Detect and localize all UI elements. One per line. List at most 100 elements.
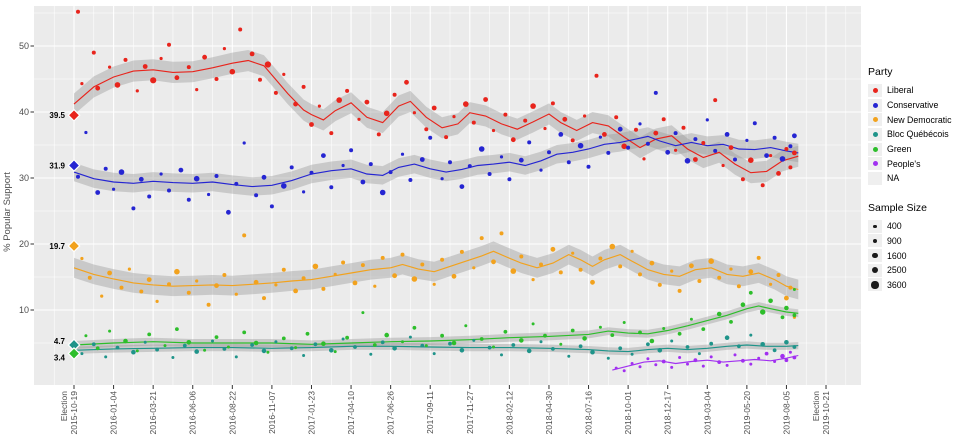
poll-point bbox=[760, 342, 765, 347]
x-tick-label: 2017-04-10 bbox=[346, 391, 356, 435]
poll-point bbox=[369, 352, 373, 356]
poll-point bbox=[526, 348, 532, 354]
poll-point bbox=[558, 132, 564, 137]
poll-point bbox=[392, 92, 397, 97]
poll-point bbox=[448, 341, 452, 346]
poll-point bbox=[578, 344, 583, 349]
poll-point bbox=[404, 79, 409, 85]
poll-point bbox=[360, 179, 366, 185]
poll-point bbox=[503, 112, 508, 117]
y-tick-label: 20 bbox=[19, 239, 29, 249]
x-tick-label: 2018-12-17 bbox=[663, 391, 673, 435]
poll-point bbox=[788, 144, 793, 149]
legend-key bbox=[868, 127, 882, 141]
poll-point bbox=[401, 340, 404, 344]
poll-point bbox=[274, 340, 278, 344]
poll-point bbox=[281, 183, 287, 189]
poll-point bbox=[733, 353, 737, 357]
poll-point bbox=[432, 282, 436, 286]
poll-point bbox=[357, 117, 361, 121]
poll-point bbox=[312, 263, 319, 270]
x-tick-label: Election bbox=[59, 391, 69, 422]
poll-point bbox=[186, 290, 191, 295]
poll-point bbox=[104, 355, 108, 359]
poll-point bbox=[222, 47, 226, 51]
poll-point bbox=[539, 262, 543, 267]
poll-point bbox=[471, 120, 476, 125]
poll-point bbox=[673, 131, 678, 136]
poll-point bbox=[772, 348, 777, 353]
poll-point bbox=[518, 157, 524, 163]
poll-point bbox=[264, 61, 271, 68]
legend-label: 3600 bbox=[887, 279, 907, 290]
poll-point bbox=[773, 360, 777, 363]
poll-point bbox=[558, 270, 563, 275]
poll-point bbox=[519, 254, 524, 259]
poll-point bbox=[590, 279, 595, 285]
poll-point bbox=[713, 148, 718, 153]
poll-point bbox=[254, 193, 259, 198]
poll-point bbox=[653, 90, 658, 95]
poll-point bbox=[309, 170, 314, 175]
legend-item-size-900: 900 bbox=[868, 234, 960, 249]
poll-point bbox=[693, 157, 698, 162]
legend-item-na: NA bbox=[868, 171, 960, 186]
poll-point bbox=[780, 315, 785, 320]
x-tick-label: 2016-03-21 bbox=[148, 391, 158, 435]
poll-point bbox=[749, 333, 753, 337]
poll-point bbox=[550, 101, 555, 106]
poll-point bbox=[507, 177, 512, 182]
x-tick-label: 2018-04-30 bbox=[544, 391, 554, 435]
poll-point bbox=[634, 127, 638, 132]
poll-point bbox=[444, 135, 449, 140]
legend-key bbox=[868, 83, 882, 97]
poll-point bbox=[717, 275, 722, 280]
poll-point bbox=[472, 338, 476, 342]
legend-key bbox=[868, 142, 882, 156]
poll-point bbox=[792, 150, 797, 156]
party-color-dot bbox=[872, 102, 878, 108]
legend-item-size-1600: 1600 bbox=[868, 248, 960, 263]
poll-point bbox=[448, 160, 452, 165]
poll-point bbox=[379, 189, 386, 196]
poll-point bbox=[150, 77, 157, 84]
poll-point bbox=[678, 356, 682, 359]
poll-point bbox=[112, 187, 116, 191]
poll-point bbox=[360, 263, 365, 268]
poll-point bbox=[281, 267, 286, 272]
poll-point bbox=[693, 358, 698, 363]
poll-point bbox=[547, 150, 551, 155]
poll-point bbox=[95, 85, 101, 91]
poll-point bbox=[317, 104, 321, 108]
poll-point bbox=[376, 132, 381, 137]
poll-point bbox=[400, 152, 405, 156]
poll-point bbox=[383, 110, 390, 117]
poll-point bbox=[491, 259, 496, 265]
poll-point bbox=[321, 286, 326, 291]
election-result-label: 39.5 bbox=[49, 111, 65, 120]
legend-item-size-400: 400 bbox=[868, 219, 960, 234]
x-tick-label: 2016-11-07 bbox=[267, 391, 277, 434]
poll-point bbox=[207, 192, 211, 197]
poll-point bbox=[741, 358, 745, 363]
poll-point bbox=[638, 330, 642, 335]
poll-point bbox=[80, 256, 84, 261]
poll-point bbox=[713, 98, 718, 103]
poll-point bbox=[479, 337, 484, 341]
poll-point bbox=[590, 349, 595, 355]
poll-point bbox=[174, 268, 180, 275]
poll-point bbox=[131, 206, 136, 211]
poll-point bbox=[662, 327, 666, 330]
sample-size-dot bbox=[872, 252, 878, 259]
poll-point bbox=[693, 137, 698, 142]
poll-point bbox=[91, 342, 96, 347]
x-tick-label: Election bbox=[811, 391, 821, 422]
poll-point bbox=[194, 349, 199, 354]
x-tick-label: 2018-02-12 bbox=[504, 391, 514, 435]
poll-point bbox=[302, 354, 306, 357]
poll-point bbox=[119, 285, 124, 290]
poll-point bbox=[670, 339, 674, 343]
poll-point bbox=[174, 75, 180, 81]
